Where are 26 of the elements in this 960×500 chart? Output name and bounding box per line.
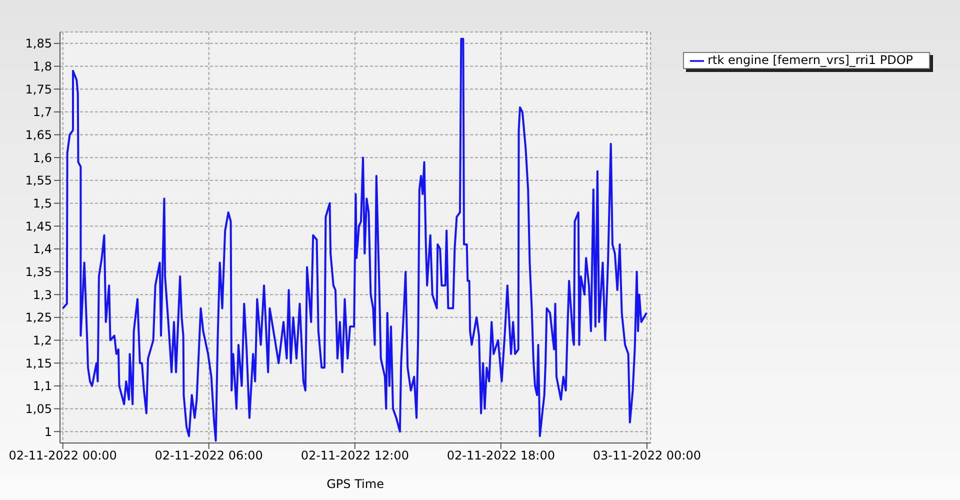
y-tick-label: 1,2 [32,334,52,348]
y-tick-label: 1,3 [32,288,52,302]
y-tick-label: 1,5 [32,196,52,211]
y-tick-label: 1,55 [25,174,52,188]
y-tick-label: 1,35 [25,265,52,280]
y-tick-label: 1,1 [32,379,52,394]
y-tick-label: 1,85 [25,36,52,51]
y-tick-label: 1,75 [25,82,52,96]
line-series [62,38,648,442]
x-tick-label: 03-11-2022 00:00 [592,448,702,463]
y-tick-label: 1,6 [32,150,52,165]
legend-label: rtk engine [femern_vrs]_rri1 PDOP [708,53,913,67]
x-tick-label: 02-11-2022 18:00 [446,448,555,463]
y-tick-label: 1,45 [25,219,52,234]
x-tick-label: 02-11-2022 00:00 [8,448,117,463]
x-tick-label: 02-11-2022 06:00 [154,448,263,463]
x-axis-title: GPS Time [326,477,384,491]
y-tick-label: 1,7 [32,105,52,120]
y-tick-label: 1,65 [25,128,52,142]
y-tick-label: 1 [44,424,52,439]
y-tick-label: 1,25 [25,310,52,325]
x-tick-label: 02-11-2022 12:00 [300,448,409,463]
y-tick-label: 1,15 [25,356,52,370]
y-tick-label: 1,8 [32,60,52,74]
y-tick-label: 1,05 [25,402,52,416]
y-tick-label: 1,4 [32,242,52,256]
